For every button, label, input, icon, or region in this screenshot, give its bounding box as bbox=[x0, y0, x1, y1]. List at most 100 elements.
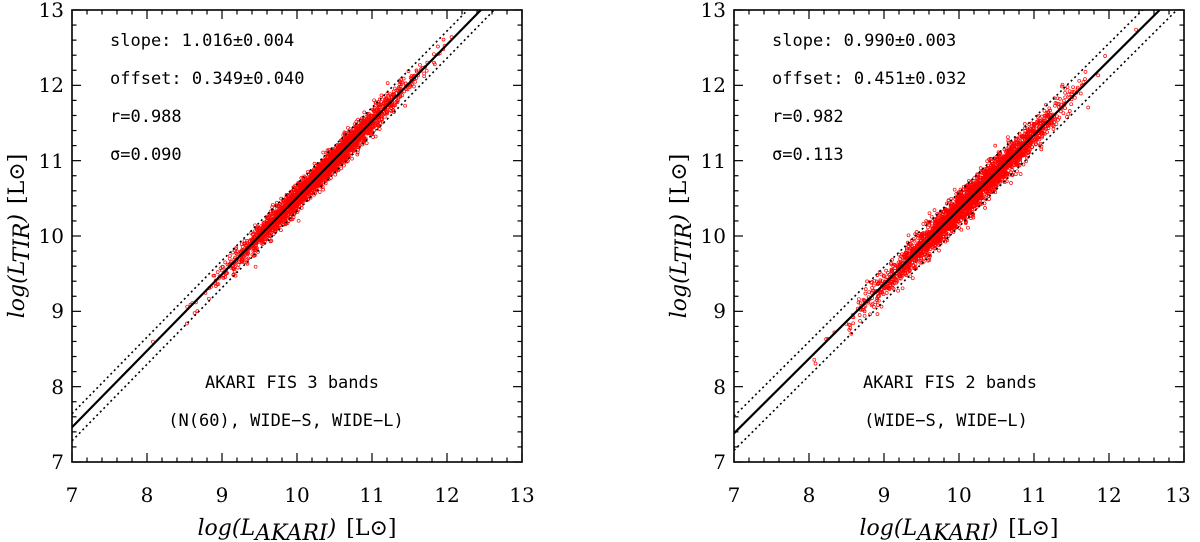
scatter-point bbox=[1083, 70, 1088, 74]
scatter-point bbox=[869, 303, 874, 308]
scatter-point bbox=[1096, 73, 1100, 78]
scatter-point bbox=[242, 241, 247, 246]
scatter-point bbox=[1042, 108, 1047, 113]
scatter-point bbox=[369, 127, 374, 131]
scatter-point bbox=[284, 193, 289, 197]
scatter-point bbox=[321, 187, 325, 192]
scatter-point bbox=[309, 184, 313, 189]
scatter-point bbox=[900, 269, 904, 274]
scatter-point bbox=[1062, 98, 1066, 103]
scatter-point bbox=[1000, 158, 1004, 163]
scatter-point bbox=[1071, 90, 1076, 94]
scatter-point bbox=[1022, 122, 1027, 126]
scatter-point bbox=[275, 210, 279, 215]
scatter-point bbox=[250, 238, 254, 243]
scatter-point bbox=[913, 247, 917, 252]
scatter-point bbox=[316, 178, 321, 182]
scatter-point bbox=[966, 225, 970, 230]
scatter-point bbox=[1066, 92, 1071, 97]
scatter-point bbox=[1022, 132, 1027, 136]
scatter-point bbox=[981, 196, 986, 201]
scatter-point bbox=[921, 236, 925, 240]
scatter-point bbox=[902, 254, 907, 259]
scatter-point bbox=[345, 141, 349, 146]
scatter-point bbox=[328, 165, 333, 170]
scatter-point bbox=[292, 192, 297, 197]
scatter-point bbox=[1004, 166, 1008, 171]
scatter-point bbox=[318, 166, 323, 171]
scatter-point bbox=[407, 85, 412, 89]
scatter-point bbox=[318, 168, 323, 172]
y-tick-label: 9 bbox=[51, 299, 64, 323]
scatter-point bbox=[321, 164, 326, 169]
scatter-point bbox=[861, 297, 866, 302]
scatter-point bbox=[271, 214, 276, 219]
scatter-point bbox=[1065, 85, 1070, 89]
scatter-point bbox=[952, 187, 957, 192]
scatter-point bbox=[394, 88, 399, 93]
fit-line bbox=[71, 9, 482, 429]
scatter-point bbox=[299, 176, 304, 180]
scatter-point bbox=[1071, 85, 1075, 90]
y-tick-label: 7 bbox=[51, 450, 64, 474]
scatter-point bbox=[1077, 78, 1082, 83]
scatter-point bbox=[341, 133, 346, 137]
scatter-point bbox=[322, 178, 327, 182]
tick-marks bbox=[71, 9, 523, 463]
scatter-point bbox=[908, 267, 912, 272]
scatter-point bbox=[985, 159, 990, 164]
scatter-point bbox=[340, 154, 345, 159]
scatter-point bbox=[344, 136, 349, 140]
scatter-point bbox=[1067, 89, 1072, 94]
scatter-point bbox=[336, 147, 341, 152]
scatter-point bbox=[925, 251, 930, 255]
scatter-point bbox=[270, 202, 275, 207]
scatter-point bbox=[246, 256, 251, 261]
scatter-point bbox=[322, 158, 327, 163]
scatter-point bbox=[223, 260, 228, 265]
scatter-point bbox=[360, 122, 365, 127]
scatter-point bbox=[391, 92, 395, 97]
scatter-point bbox=[279, 202, 284, 207]
scatter-point bbox=[906, 244, 911, 248]
scatter-point bbox=[250, 232, 255, 236]
scatter-point bbox=[253, 247, 258, 252]
scatter-point bbox=[348, 138, 353, 142]
scatter-point bbox=[869, 291, 874, 295]
scatter-point bbox=[350, 156, 354, 161]
scatter-point bbox=[875, 312, 880, 316]
scatter-point bbox=[1000, 173, 1005, 178]
x-tick-label: 10 bbox=[284, 483, 309, 507]
scatter-point bbox=[929, 214, 934, 219]
scatter-point bbox=[888, 283, 893, 288]
scatter-point bbox=[1053, 103, 1057, 108]
scatter-point bbox=[1026, 149, 1031, 154]
scatter-point bbox=[311, 170, 315, 175]
scatter-point bbox=[243, 253, 247, 258]
scatter-point bbox=[192, 311, 197, 315]
scatter-point bbox=[876, 298, 881, 303]
scatter-point bbox=[267, 228, 272, 233]
scatter-point bbox=[1075, 85, 1080, 90]
scatter-point bbox=[418, 62, 422, 67]
scatter-point bbox=[396, 85, 401, 90]
scatter-point bbox=[261, 221, 266, 225]
scatter-point bbox=[441, 37, 446, 42]
scatter-point bbox=[361, 120, 366, 124]
scatter-point bbox=[207, 296, 211, 301]
scatter-point bbox=[275, 222, 280, 227]
scatter-point bbox=[373, 112, 378, 116]
scatter-point bbox=[869, 280, 873, 285]
scatter-point bbox=[967, 211, 971, 216]
scatter-point bbox=[359, 136, 363, 140]
scatter-point bbox=[1006, 138, 1011, 143]
scatter-point bbox=[251, 243, 256, 248]
r-annotation: r=0.988 bbox=[110, 107, 182, 127]
x-tick-label: 8 bbox=[141, 483, 154, 507]
scatter-point bbox=[317, 190, 322, 194]
scatter-point bbox=[244, 244, 249, 248]
scatter-point bbox=[1037, 134, 1042, 138]
scatter-point bbox=[1048, 108, 1052, 113]
y-tick-label: 11 bbox=[39, 149, 64, 173]
scatter-point bbox=[914, 257, 919, 262]
